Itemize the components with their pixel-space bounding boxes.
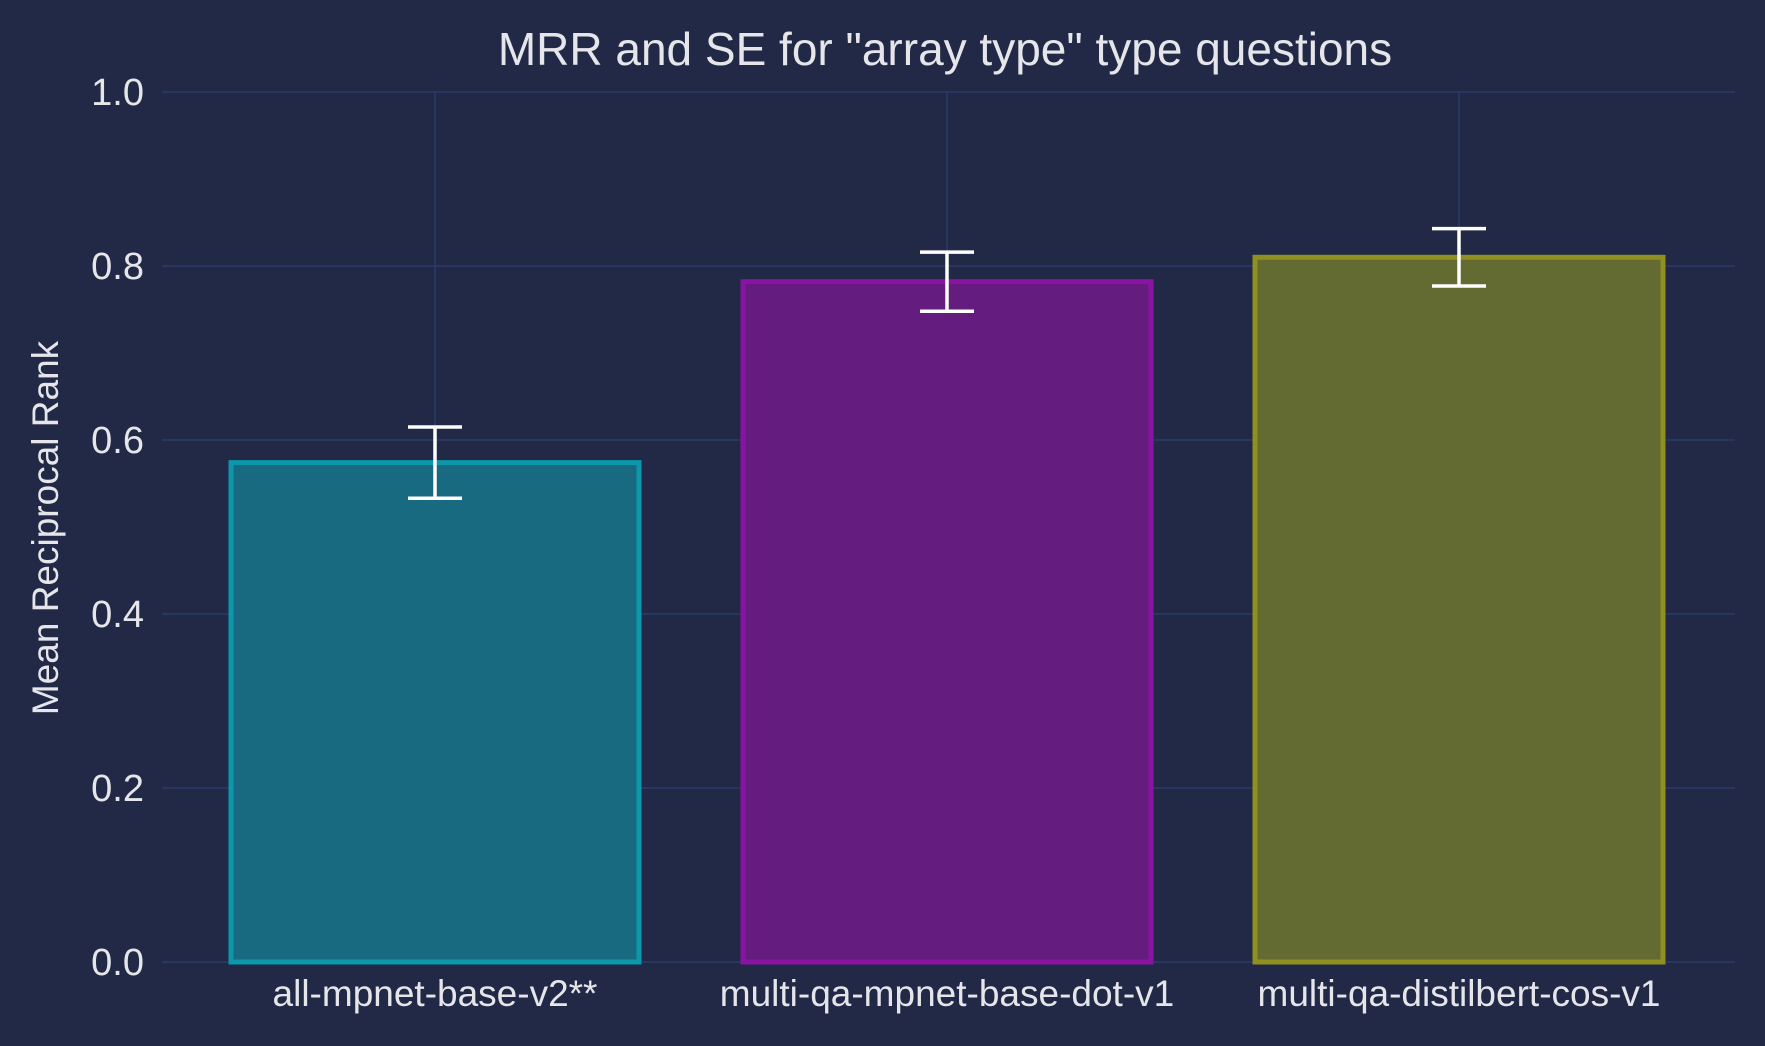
y-tick-label: 0.0 xyxy=(91,942,144,984)
x-tick-label: all-mpnet-base-v2** xyxy=(273,973,598,1014)
y-axis-label: Mean Reciprocal Rank xyxy=(25,340,66,715)
bar xyxy=(740,279,1154,965)
error-bar xyxy=(408,425,462,501)
bars xyxy=(228,254,1666,965)
bar xyxy=(228,460,642,965)
bar xyxy=(1252,254,1666,965)
y-tick-label: 0.2 xyxy=(91,768,144,810)
error-bar xyxy=(920,250,974,313)
x-tick-label: multi-qa-distilbert-cos-v1 xyxy=(1258,973,1661,1014)
y-tick-label: 1.0 xyxy=(91,72,144,114)
chart-title: MRR and SE for "array type" type questio… xyxy=(498,23,1392,75)
error-bar xyxy=(1432,226,1486,288)
y-axis-ticks: 0.0 0.2 0.4 0.6 0.8 1.0 xyxy=(91,72,144,984)
x-tick-label: multi-qa-mpnet-base-dot-v1 xyxy=(720,973,1174,1014)
error-bars xyxy=(408,226,1486,501)
x-axis-ticks: all-mpnet-base-v2** multi-qa-mpnet-base-d… xyxy=(273,973,1661,1014)
y-tick-label: 0.6 xyxy=(91,420,144,462)
y-tick-label: 0.8 xyxy=(91,246,144,288)
y-tick-label: 0.4 xyxy=(91,594,144,636)
